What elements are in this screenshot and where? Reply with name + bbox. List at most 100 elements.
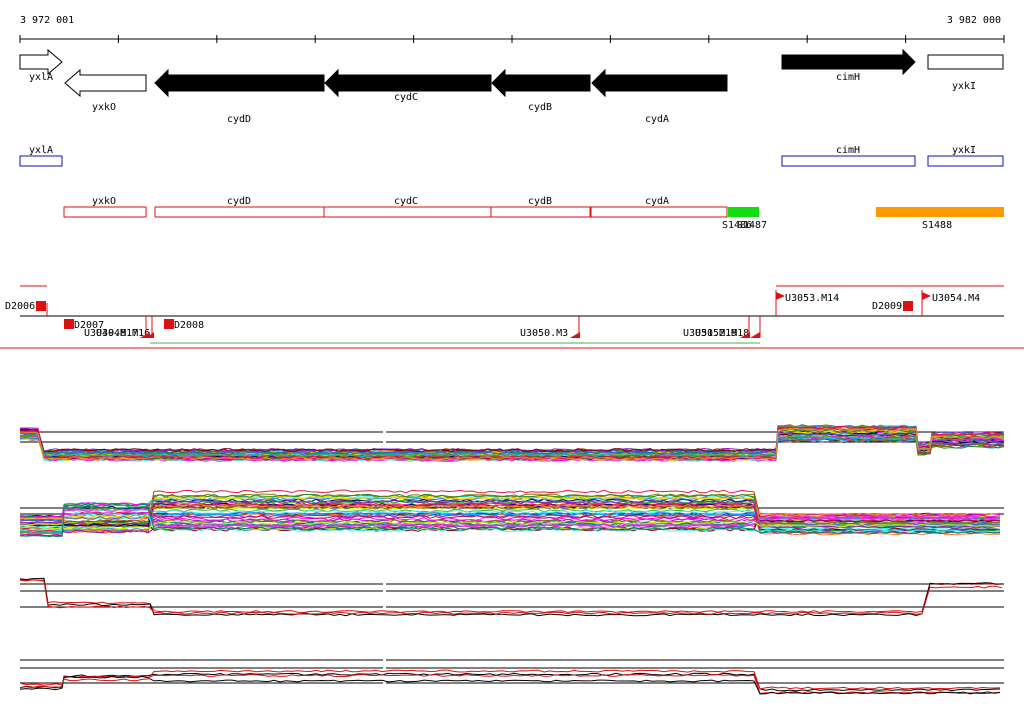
- block-label-S1488: S1488: [922, 220, 952, 231]
- ruler-ticks: [19, 35, 1005, 43]
- expression-profiles: [19, 418, 1005, 700]
- profile-line: [19, 672, 1001, 692]
- profile-gap: [383, 655, 386, 700]
- gene-arrow: [324, 68, 492, 98]
- gene-arrow: [591, 68, 728, 98]
- gene-cydB[interactable]: cydB: [491, 68, 591, 113]
- annotation-label: yxlA: [29, 145, 53, 156]
- feature-label-U3054: U3054.M4: [932, 293, 980, 304]
- feature-label-U3048: U3048.M16: [96, 328, 150, 339]
- feature-label-D2008: D2008: [174, 320, 204, 331]
- feature-label-U3050: U3050.M3: [520, 328, 568, 339]
- feature-label-U3049: U3049.M17: [84, 328, 138, 339]
- gene-label: cydC: [394, 92, 418, 103]
- feature-flag: [570, 332, 580, 338]
- gene-label: yxkO: [92, 102, 116, 113]
- gene-yxkO[interactable]: yxkO: [64, 68, 147, 113]
- blue-box-cimH[interactable]: cimH: [781, 145, 916, 167]
- profile-line: [19, 511, 1001, 537]
- coordinate-ruler: 3 972 001 3 982 000: [19, 15, 1005, 43]
- profile-line: [20, 520, 1001, 530]
- feature-flag: [776, 292, 785, 300]
- gene-label: cimH: [836, 72, 860, 83]
- block-S1488[interactable]: [876, 207, 1004, 217]
- profile-panel-3: [19, 572, 1004, 622]
- profile-line: [19, 579, 1003, 615]
- annotation-label: cydD: [227, 196, 251, 207]
- feature-label-D2006: D2006: [5, 301, 35, 312]
- profile-line: [20, 429, 1005, 453]
- blue-box-yxlA[interactable]: yxlA: [19, 145, 63, 167]
- block-label-S1487: S1487: [737, 220, 767, 231]
- profile-line: [19, 433, 1005, 458]
- profile-line: [20, 499, 1001, 534]
- annotation-box: [323, 206, 492, 218]
- block-S1486-S1487[interactable]: [728, 207, 759, 217]
- profile-line: [20, 511, 1001, 535]
- feature-marker-D2006[interactable]: [36, 301, 46, 311]
- gene-label: yxkI: [952, 81, 976, 92]
- ruler-end-label: 3 982 000: [947, 15, 1001, 26]
- feature-marker-D2008[interactable]: [164, 319, 174, 329]
- profile-line: [19, 493, 1001, 538]
- profile-line: [20, 489, 1001, 531]
- gene-yxkI[interactable]: yxkI: [927, 54, 1004, 92]
- annotation-label: yxkO: [92, 196, 116, 207]
- annotation-box: [63, 206, 147, 218]
- profile-line: [19, 579, 1003, 614]
- gene-cydD[interactable]: cydD: [154, 68, 325, 125]
- feature-label-U3053: U3053.M14: [785, 293, 839, 304]
- gene-arrow: [927, 54, 1004, 70]
- annotation-box: [590, 206, 728, 218]
- feature-label-D2007: D2007: [74, 320, 104, 331]
- annotation-box: [154, 206, 325, 218]
- annotation-box: [927, 155, 1004, 167]
- profile-line: [19, 506, 1001, 538]
- gene-cydC[interactable]: cydC: [324, 68, 492, 103]
- feature-flag: [922, 292, 931, 300]
- feature-flag: [740, 332, 750, 338]
- annotation-box: [490, 206, 591, 218]
- block-label-S1486: S1486: [722, 220, 752, 231]
- gene-label: yxlA: [29, 72, 53, 83]
- gene-cimH[interactable]: cimH: [781, 48, 916, 83]
- annotation-label: cydA: [645, 196, 669, 207]
- gene-label: cydB: [528, 102, 552, 113]
- profile-panel-1: [19, 418, 1005, 470]
- gene-arrow: [19, 48, 63, 76]
- feature-label-D2009: D2009: [872, 301, 902, 312]
- gene-cydA[interactable]: cydA: [591, 68, 728, 125]
- profile-line: [19, 675, 1001, 695]
- blue-annotation-track: yxlA cimH yxkI: [19, 145, 1004, 167]
- profile-line: [19, 504, 1001, 534]
- gene-label: cydA: [645, 114, 669, 125]
- red-box-cydB[interactable]: cydB: [490, 196, 591, 218]
- red-box-cydD[interactable]: cydD: [154, 196, 325, 218]
- profile-line: [19, 673, 1001, 695]
- profile-line: [19, 669, 1001, 690]
- profile-line: [19, 577, 1003, 617]
- profile-line: [19, 515, 1001, 528]
- feature-marker-D2007[interactable]: [64, 319, 74, 329]
- block-track: S1486 S1487 S1488: [722, 207, 1004, 231]
- feature-marker-D2009[interactable]: [903, 301, 913, 311]
- gene-arrow: [154, 68, 325, 98]
- profile-line: [19, 508, 1001, 526]
- red-box-yxkO[interactable]: yxkO: [63, 196, 147, 218]
- red-box-cydC[interactable]: cydC: [323, 196, 492, 218]
- annotation-label: cimH: [836, 145, 860, 156]
- feature-track: D2006 D2007 U3049.M17 U3048.M16 D2008 U3…: [0, 285, 1024, 349]
- gene-label: cydD: [227, 114, 251, 125]
- profile-line: [19, 513, 1001, 533]
- profile-line: [19, 434, 1005, 457]
- red-box-cydA[interactable]: cydA: [590, 196, 728, 218]
- profile-line: [19, 427, 1005, 461]
- gene-arrow: [491, 68, 591, 98]
- annotation-label: cydB: [528, 196, 552, 207]
- blue-box-yxkI[interactable]: yxkI: [927, 145, 1004, 167]
- gene-yxlA[interactable]: yxlA: [19, 48, 63, 83]
- annotation-box: [781, 155, 916, 167]
- profile-gap: [383, 572, 386, 622]
- annotation-box: [19, 155, 63, 167]
